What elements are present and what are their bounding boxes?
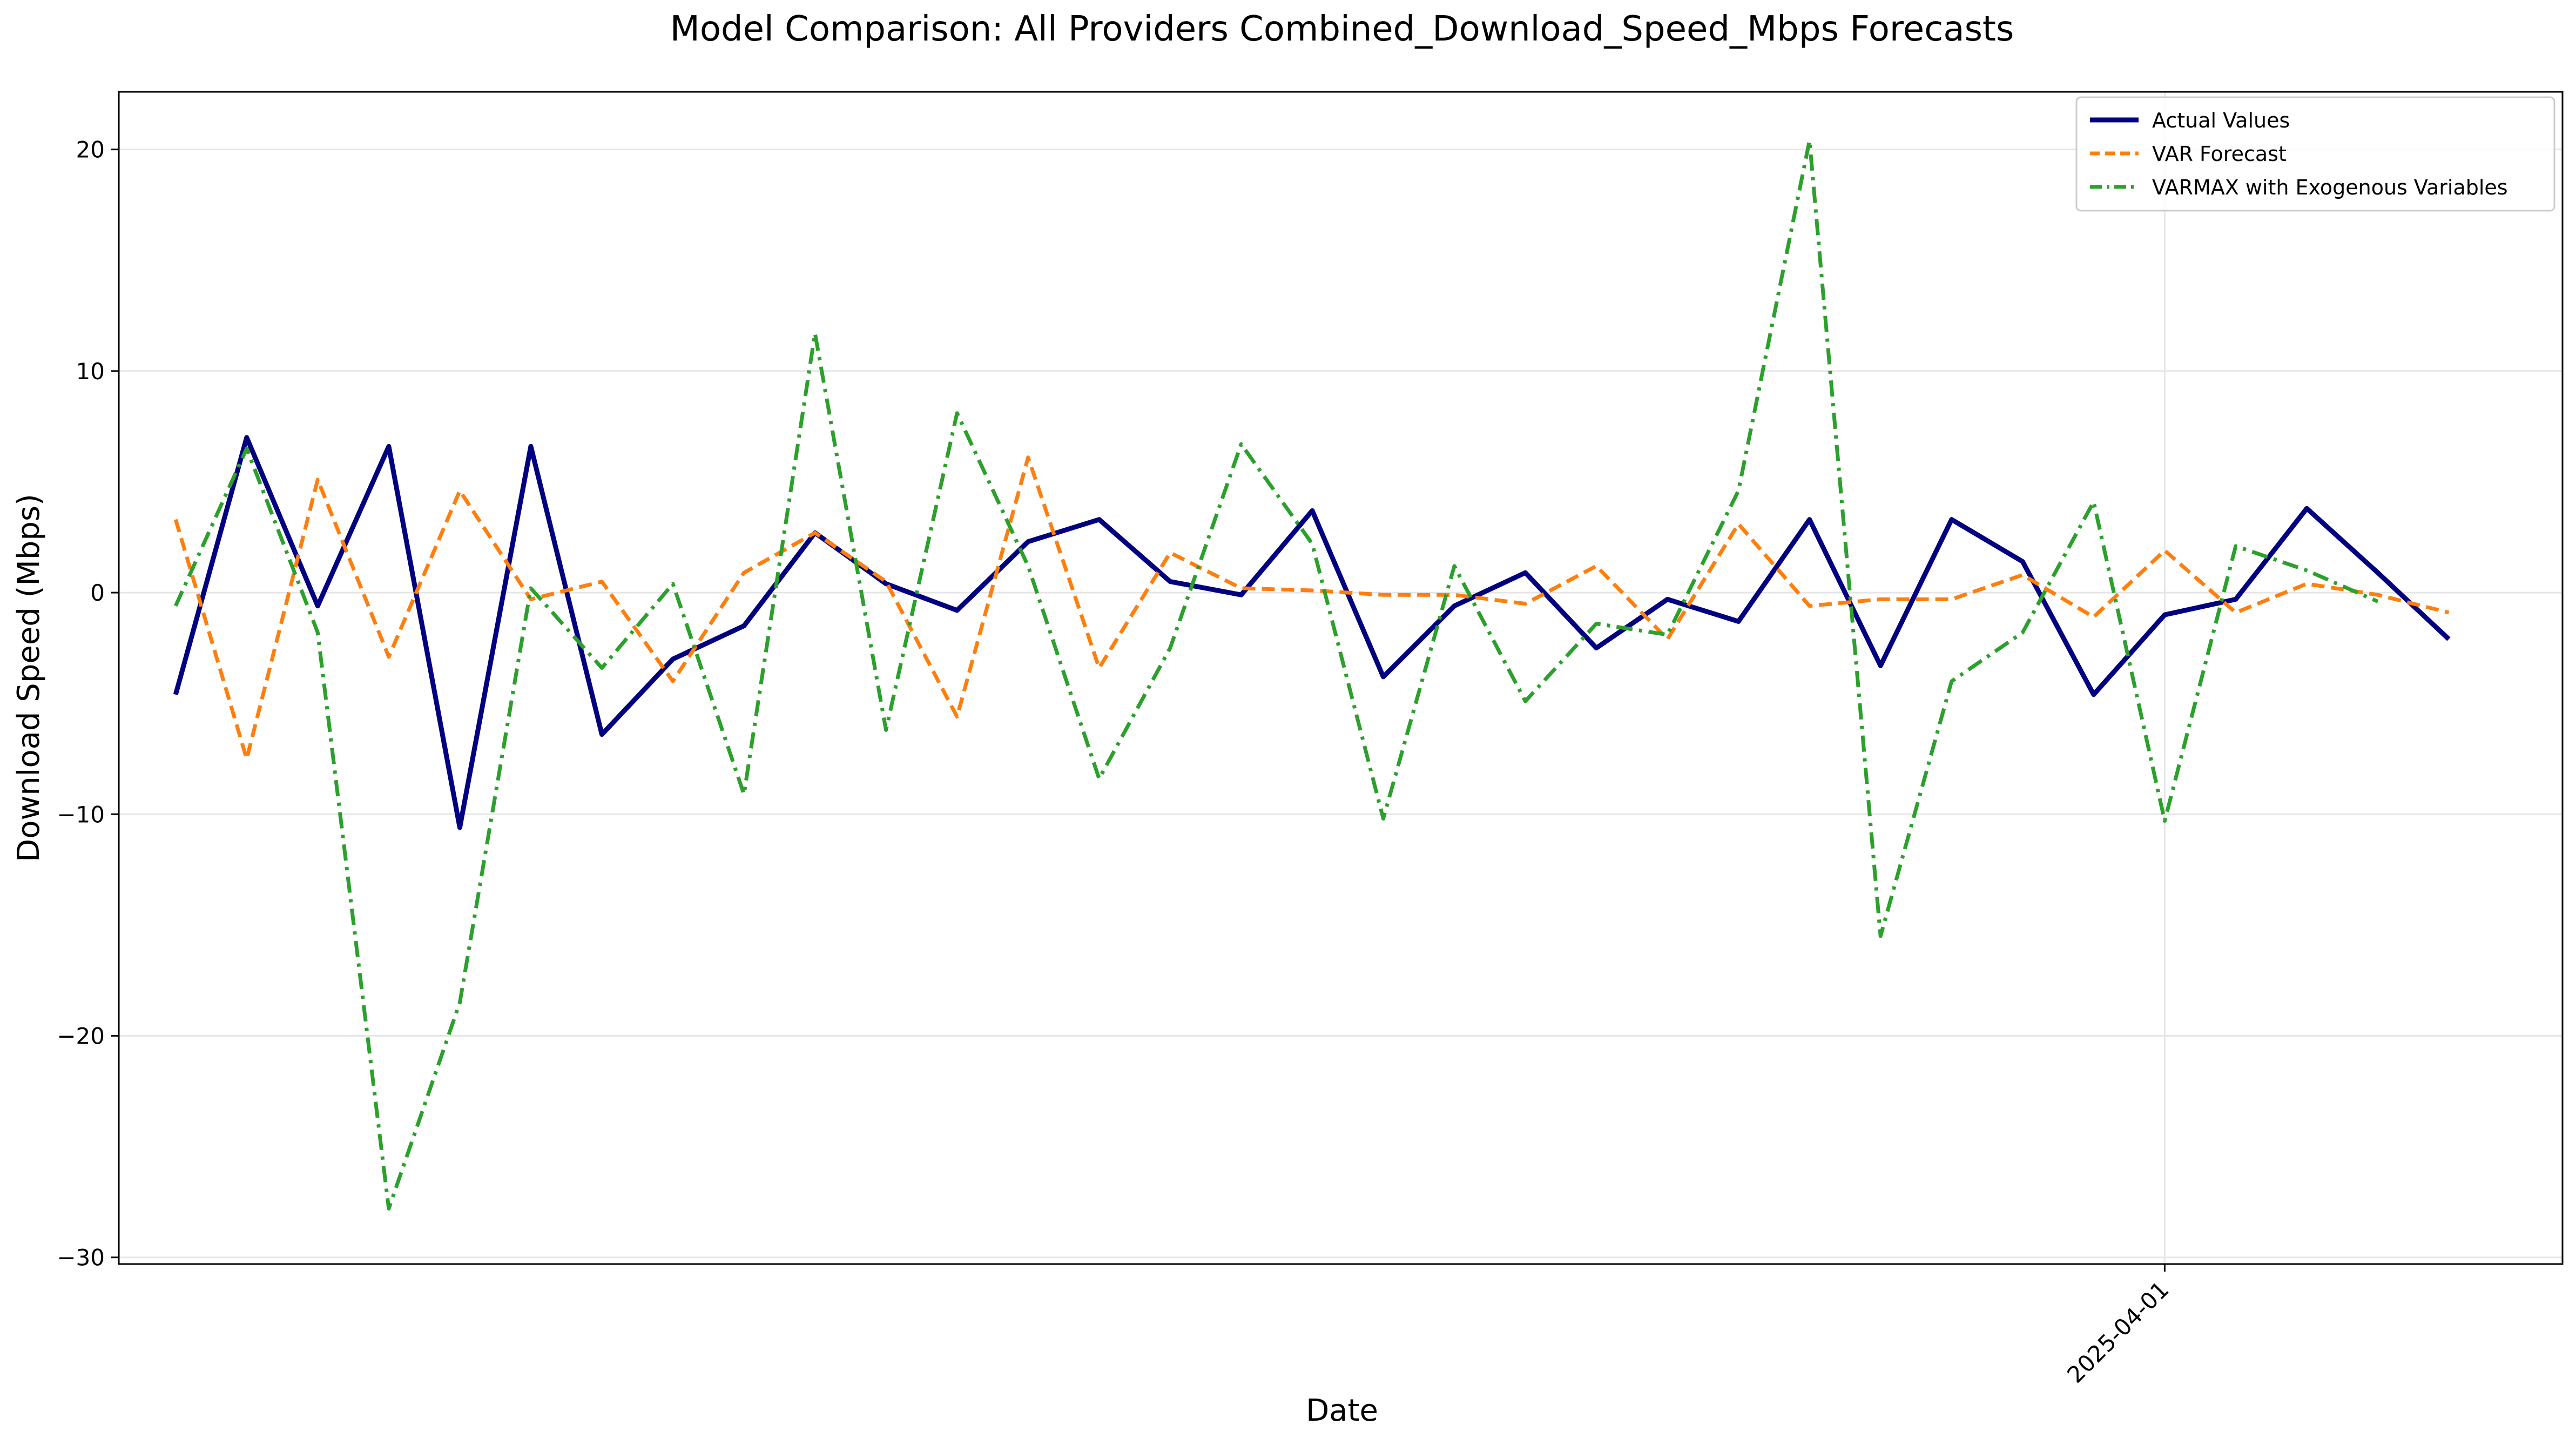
legend-label-3: VARMAX with Exogenous Variables [2152, 176, 2508, 199]
series-layer [173, 138, 2451, 1211]
legend-label-2: VAR Forecast [2152, 142, 2287, 166]
y-tick-label: 20 [76, 137, 105, 163]
chart-title: Model Comparison: All Providers Combined… [670, 9, 2014, 49]
legend-label-1: Actual Values [2152, 109, 2290, 132]
legend-box [2075, 96, 2555, 212]
y-tick-label: 0 [90, 580, 105, 606]
series-line-2 [173, 455, 2450, 761]
y-tick-label: −10 [57, 801, 105, 828]
y-axis-label: Download Speed (Mbps) [11, 494, 46, 862]
y-axis: 20 10 0 −10 −20 −30 [57, 137, 119, 1271]
plot-area-frame [118, 91, 2564, 1265]
y-tick-label: −30 [57, 1245, 105, 1271]
y-tick-label: −20 [57, 1023, 105, 1049]
y-tick-label: 10 [76, 358, 105, 385]
x-axis-label: Date [1306, 1393, 1378, 1428]
series-line-1 [173, 435, 2451, 830]
legend: Actual Values VAR Forecast VARMAX with Exo… [2075, 96, 2555, 212]
